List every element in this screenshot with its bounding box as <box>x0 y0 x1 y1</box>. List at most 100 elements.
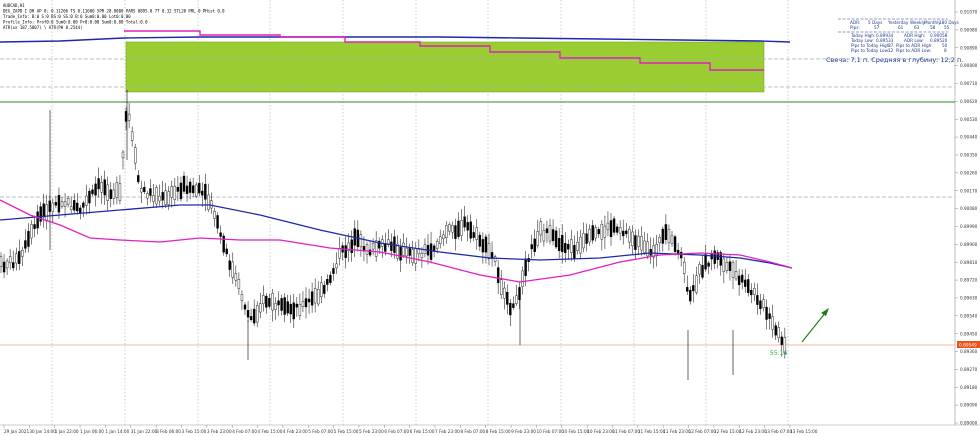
candle-body <box>100 182 103 193</box>
candle-body <box>198 183 201 194</box>
svg-text:ADR:: ADR: <box>850 20 860 25</box>
candle-body <box>57 195 61 213</box>
candle-body <box>115 181 119 198</box>
svg-text:Pips:: Pips: <box>850 25 860 30</box>
candle-body <box>368 249 372 256</box>
supply-zone[interactable] <box>125 41 765 93</box>
candle-body <box>661 228 665 244</box>
svg-text:5 Days: 5 Days <box>868 20 882 25</box>
time-axis: 29 Jan 2021 30 Jan 14:001 Jan 22:00 1 Jan … <box>3 425 818 434</box>
time-label: 3 Feb 06:00 <box>156 429 181 434</box>
candle-body <box>557 238 561 251</box>
time-label: 13 Feb 07:00 <box>765 429 793 434</box>
svg-text:37: 37 <box>888 43 894 48</box>
time-label: 11 Feb 15:00 <box>638 429 666 434</box>
price-label: 0.90620 <box>960 99 978 104</box>
candle-body <box>561 235 564 252</box>
candle-body <box>213 210 216 219</box>
candle-body <box>344 245 347 258</box>
svg-text:12: 12 <box>888 48 894 53</box>
candle-body <box>210 200 213 209</box>
price-label: 0.89270 <box>960 367 978 372</box>
candle-body <box>320 282 323 297</box>
candle-body <box>161 192 164 201</box>
candle-body <box>554 230 558 248</box>
time-label: 12 Feb 07:00 <box>689 429 717 434</box>
candle-body <box>167 191 170 205</box>
time-label: 13 Feb 15:00 <box>790 429 818 434</box>
svg-text:0.89520: 0.89520 <box>930 38 948 43</box>
candle-body <box>573 245 576 259</box>
candle-body <box>188 181 192 193</box>
candle-body <box>54 202 58 206</box>
price-label: 0.91070 <box>960 10 978 15</box>
candle-body <box>268 297 271 307</box>
candle-body <box>283 297 286 315</box>
candle-body <box>259 303 262 313</box>
candle-body <box>338 248 341 259</box>
candle-body <box>8 256 12 264</box>
candle-body <box>155 187 158 205</box>
candle-body <box>11 262 15 269</box>
candle-body <box>643 240 646 254</box>
candle-body <box>2 261 6 273</box>
svg-text:Pips to ADR High:: Pips to ADR High: <box>896 43 933 48</box>
price-label: 0.89360 <box>960 349 978 354</box>
candle-body <box>414 248 417 264</box>
candle-body <box>530 244 533 250</box>
svg-text:8: 8 <box>944 48 947 53</box>
candle-body <box>747 279 750 293</box>
candle-body <box>567 244 570 250</box>
svg-text:63: 63 <box>914 25 920 30</box>
candle-body <box>265 295 268 308</box>
candle-body <box>371 243 375 250</box>
price-label: 0.90350 <box>960 153 978 158</box>
candle-body <box>374 240 378 257</box>
candle-body <box>670 235 674 244</box>
candle-body <box>734 271 738 280</box>
candle-body <box>777 327 780 339</box>
candle-body <box>646 241 649 257</box>
svg-text:180 Days: 180 Days <box>939 20 959 25</box>
candle-body <box>249 316 253 320</box>
price-label: 0.89990 <box>960 224 978 229</box>
candle-body <box>545 228 549 234</box>
candle-body <box>740 274 744 283</box>
candle-body <box>292 302 295 320</box>
time-label: 30 Jan 14:00 <box>29 429 56 434</box>
candle-body <box>21 250 24 257</box>
candle-body <box>326 278 329 285</box>
candle-body <box>664 224 668 240</box>
candle-body <box>478 234 482 247</box>
candle-body <box>39 206 42 222</box>
candle-body <box>481 239 485 253</box>
candle-body <box>335 263 338 269</box>
price-label: 0.90260 <box>960 170 978 175</box>
candle-body <box>91 189 94 195</box>
candle-body <box>140 188 143 193</box>
price-label: 0.90530 <box>960 117 978 122</box>
candle-body <box>466 222 469 231</box>
svg-text:58: 58 <box>930 25 936 30</box>
time-label: 10 Feb 15:00 <box>562 429 590 434</box>
candle-body <box>622 230 625 237</box>
candle-body <box>615 226 619 233</box>
svg-text:0.89934: 0.89934 <box>876 33 894 38</box>
svg-text:61: 61 <box>898 25 904 30</box>
candle-body <box>256 305 259 323</box>
candle-body <box>524 258 527 276</box>
candle-stats-line: Свеча: 7,1 п. Средняя в глубину: 12,2 п. <box>826 56 963 64</box>
candle-body <box>673 236 677 252</box>
candle-body <box>756 295 759 305</box>
candle-body <box>274 302 277 310</box>
price-axis: 0.91070 0.90980 0.90890 0.90800 0.90710 0.906… <box>955 10 978 426</box>
candle-body <box>759 300 762 310</box>
candle-body <box>323 285 326 294</box>
candle-body <box>158 195 161 202</box>
candle-body <box>780 336 783 345</box>
candle-body <box>170 186 174 198</box>
time-label: 1 Jan 06:00 <box>80 429 104 434</box>
candle-body <box>628 228 631 243</box>
candle-body <box>606 222 610 230</box>
